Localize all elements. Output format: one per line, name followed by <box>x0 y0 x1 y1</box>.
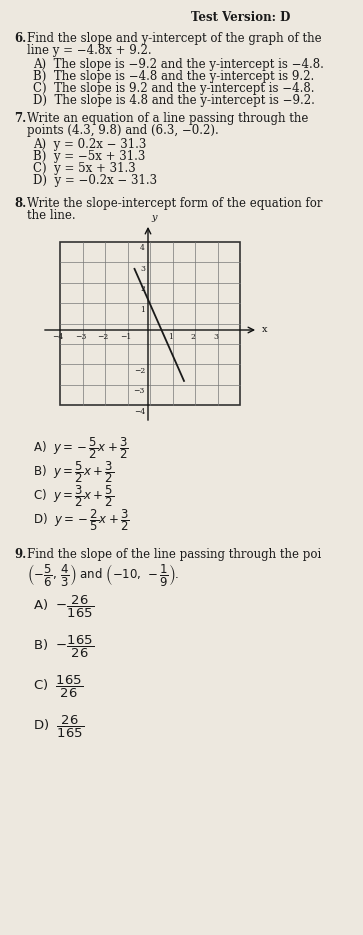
Text: Find the slope of the line passing through the poi: Find the slope of the line passing throu… <box>27 548 321 561</box>
Text: C)  $y=\dfrac{3}{2}x+\dfrac{5}{2}$: C) $y=\dfrac{3}{2}x+\dfrac{5}{2}$ <box>33 483 114 509</box>
Text: B)  y = −5x + 31.3: B) y = −5x + 31.3 <box>33 150 145 163</box>
Text: 1: 1 <box>168 333 173 341</box>
Text: B)  The slope is −4.8 and the y-intercept is 9.2.: B) The slope is −4.8 and the y-intercept… <box>33 70 314 83</box>
Text: B)  $-\dfrac{165}{26}$: B) $-\dfrac{165}{26}$ <box>33 634 94 660</box>
Text: Find the slope and y-intercept of the graph of the: Find the slope and y-intercept of the gr… <box>27 32 322 45</box>
Text: Write the slope-intercept form of the equation for: Write the slope-intercept form of the eq… <box>27 197 322 210</box>
Text: Test Version: D: Test Version: D <box>191 11 290 24</box>
Text: the line.: the line. <box>27 209 76 222</box>
Text: C)  $\dfrac{165}{26}$: C) $\dfrac{165}{26}$ <box>33 674 83 700</box>
Text: −4: −4 <box>134 408 145 415</box>
Text: 2: 2 <box>191 333 195 341</box>
Text: 8.: 8. <box>14 197 26 210</box>
Text: B)  $y=\dfrac{5}{2}x+\dfrac{3}{2}$: B) $y=\dfrac{5}{2}x+\dfrac{3}{2}$ <box>33 459 114 485</box>
Text: D)  The slope is 4.8 and the y-intercept is −9.2.: D) The slope is 4.8 and the y-intercept … <box>33 94 315 107</box>
Text: line y = −4.8x + 9.2.: line y = −4.8x + 9.2. <box>27 44 152 57</box>
Text: A)  $y=-\dfrac{5}{2}x+\dfrac{3}{2}$: A) $y=-\dfrac{5}{2}x+\dfrac{3}{2}$ <box>33 435 129 461</box>
Text: A)  $-\dfrac{26}{165}$: A) $-\dfrac{26}{165}$ <box>33 594 94 620</box>
Text: points (4.3, 9.8) and (6.3, −0.2).: points (4.3, 9.8) and (6.3, −0.2). <box>27 124 219 137</box>
Text: 6.: 6. <box>14 32 26 45</box>
Text: A)  The slope is −9.2 and the y-intercept is −4.8.: A) The slope is −9.2 and the y-intercept… <box>33 58 324 71</box>
Text: 4: 4 <box>140 244 145 252</box>
Text: 1: 1 <box>140 306 145 313</box>
Bar <box>60 242 240 405</box>
Text: −2: −2 <box>97 333 109 341</box>
Text: −3: −3 <box>134 387 145 396</box>
Text: 3: 3 <box>213 333 218 341</box>
Text: −1: −1 <box>120 333 131 341</box>
Text: Write an equation of a line passing through the: Write an equation of a line passing thro… <box>27 112 309 125</box>
Text: −3: −3 <box>75 333 86 341</box>
Text: 7.: 7. <box>14 112 26 125</box>
Text: D)  $\dfrac{26}{165}$: D) $\dfrac{26}{165}$ <box>33 714 84 741</box>
Text: 9.: 9. <box>14 548 26 561</box>
Text: $\left(-\dfrac{5}{6},\,\dfrac{4}{3}\right)$ and $\left(-10,\,-\dfrac{1}{9}\right: $\left(-\dfrac{5}{6},\,\dfrac{4}{3}\righ… <box>27 562 179 588</box>
Text: C)  y = 5x + 31.3: C) y = 5x + 31.3 <box>33 162 136 175</box>
Text: x: x <box>262 325 268 335</box>
Text: −2: −2 <box>134 367 145 375</box>
Text: 3: 3 <box>140 265 145 273</box>
Text: C)  The slope is 9.2 and the y-intercept is −4.8.: C) The slope is 9.2 and the y-intercept … <box>33 82 314 95</box>
Text: y: y <box>151 213 156 222</box>
Text: 2: 2 <box>140 285 145 294</box>
Text: −4: −4 <box>52 333 64 341</box>
Text: D)  $y=-\dfrac{2}{5}x+\dfrac{3}{2}$: D) $y=-\dfrac{2}{5}x+\dfrac{3}{2}$ <box>33 507 130 533</box>
Text: A)  y = 0.2x − 31.3: A) y = 0.2x − 31.3 <box>33 138 146 151</box>
Text: D)  y = −0.2x − 31.3: D) y = −0.2x − 31.3 <box>33 174 157 187</box>
